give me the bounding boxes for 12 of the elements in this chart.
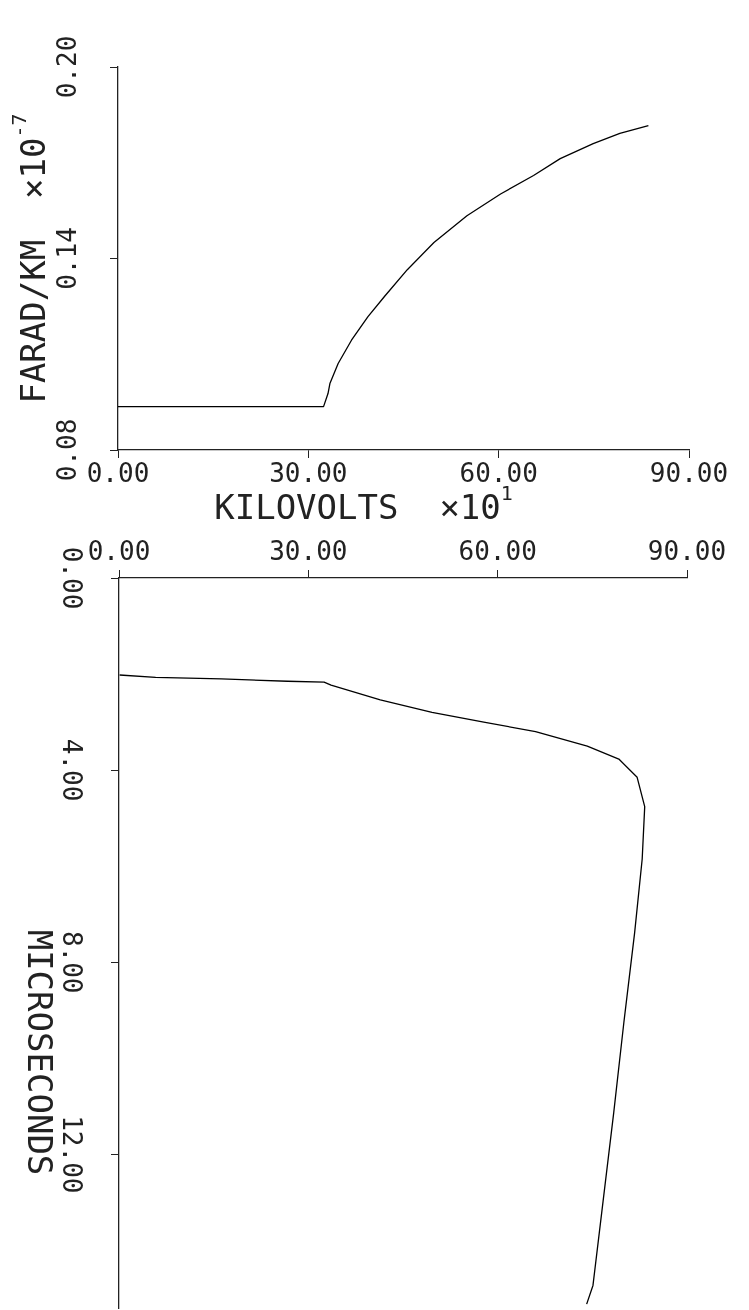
x-tick-label: 60.00 bbox=[458, 535, 537, 566]
y-tick-label: 0.14 bbox=[51, 227, 82, 290]
y-tick-label: 0.08 bbox=[51, 418, 82, 482]
x-tick-label: 90.00 bbox=[649, 457, 729, 488]
y-tick-label: 0.20 bbox=[51, 35, 82, 99]
x-tick-label: 30.00 bbox=[269, 535, 348, 566]
x-tick-label: 30.00 bbox=[269, 457, 348, 488]
x-tick-label: 90.00 bbox=[647, 535, 727, 566]
x-tick-label: 0.00 bbox=[86, 457, 150, 488]
y-tick-label: 4.00 bbox=[57, 738, 88, 802]
x-tick-label: 0.00 bbox=[87, 535, 151, 566]
y-axis-title: FARAD/KM ×10-7 bbox=[6, 113, 53, 404]
